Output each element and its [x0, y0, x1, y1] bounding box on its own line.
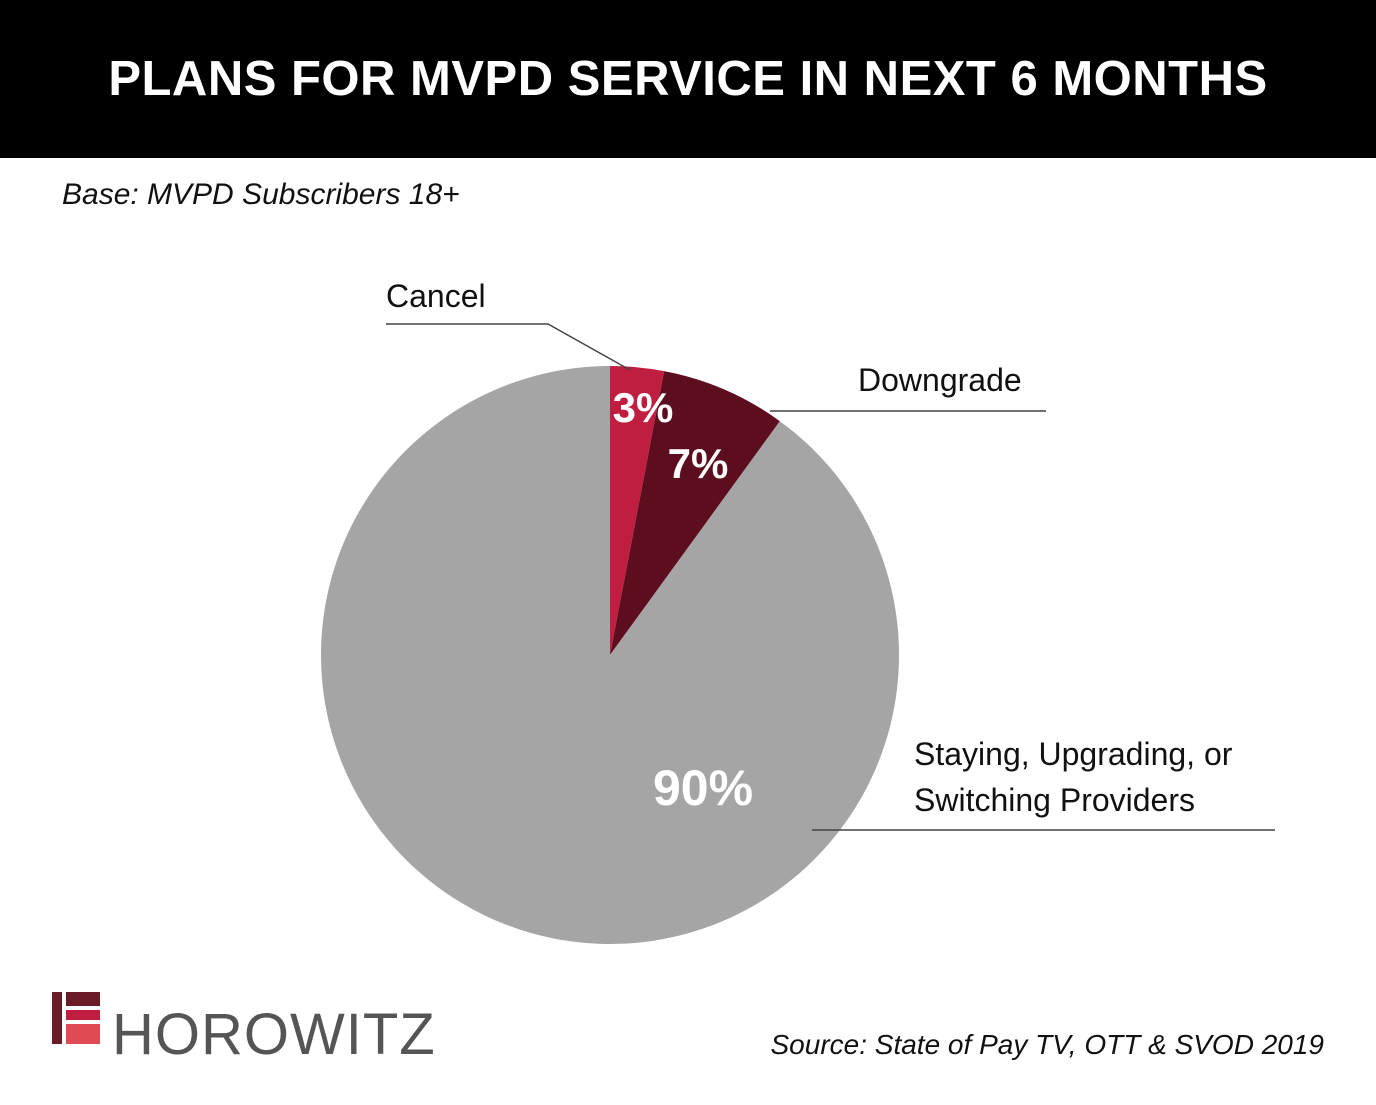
pie-slice-downgrade [610, 371, 780, 655]
logo-wordmark: HOROWITZ [112, 1002, 436, 1067]
chart-title: PLANS FOR MVPD SERVICE IN NEXT 6 MONTHS [108, 51, 1268, 106]
slice-value-label: 3% [613, 384, 674, 431]
pie-slice-cancel [610, 366, 665, 655]
slice-category-label: Staying, Upgrading, or [914, 736, 1233, 772]
pie-slice-staying-upgrading-or-switching-providers [321, 366, 900, 944]
callout-leader-line [386, 323, 631, 371]
source-note: Source: State of Pay TV, OTT & SVOD 2019 [770, 1029, 1325, 1060]
horowitz-logo: HOROWITZ [52, 992, 435, 1082]
horowitz-logo-mark [52, 992, 100, 1044]
slice-category-label: Downgrade [858, 362, 1022, 398]
slice-value-label: 7% [668, 440, 729, 487]
slice-value-label: 90% [653, 760, 753, 816]
base-note: Base: MVPD Subscribers 18+ [62, 178, 460, 211]
slice-category-label: Cancel [386, 278, 486, 314]
title-bar: PLANS FOR MVPD SERVICE IN NEXT 6 MONTHS [0, 0, 1376, 158]
slice-category-label: Switching Providers [914, 782, 1195, 818]
